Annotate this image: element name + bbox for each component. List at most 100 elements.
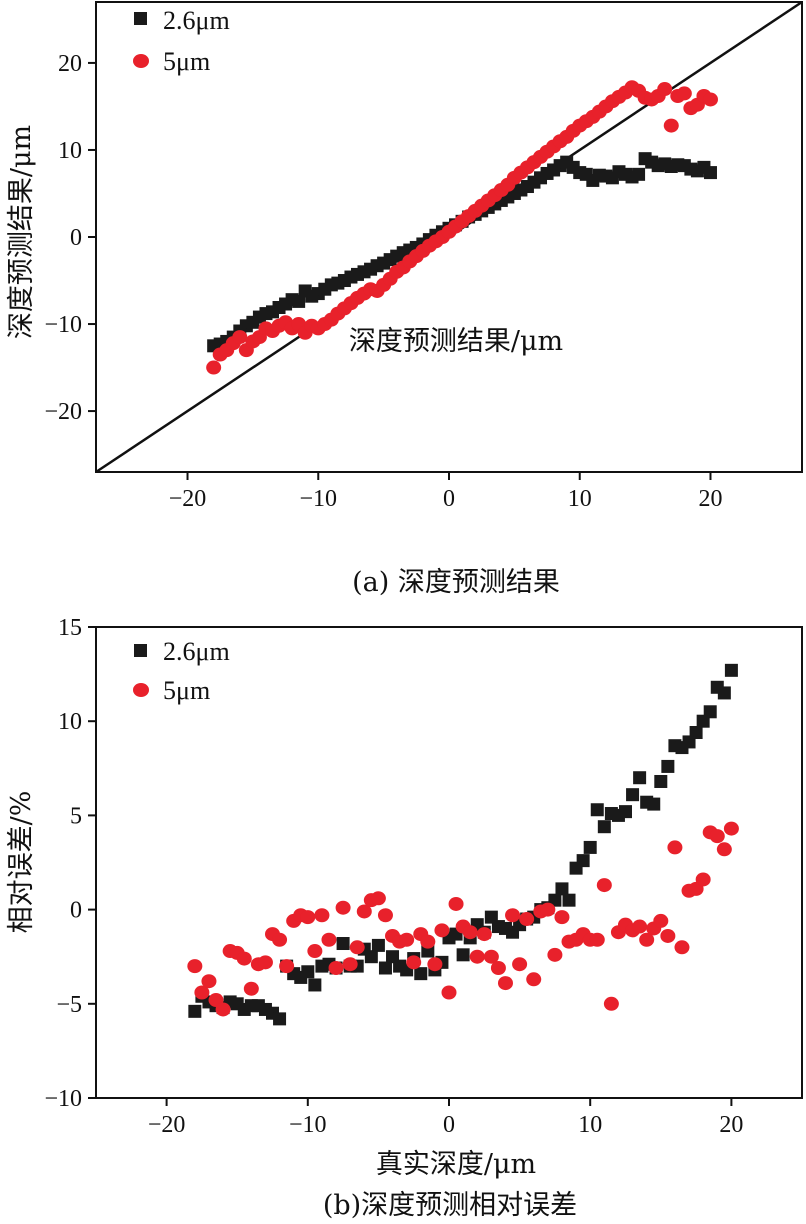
- chart-b: −20 −10 0 10 20 −10 −5 0 5 10 15 2.6μm 5μm 真实深度/μm…: [6, 615, 803, 1221]
- chart-b-point-2.6um: [703, 705, 717, 719]
- chart-a-legend-label-2: 5μm: [163, 47, 210, 76]
- chart-b-point-5um: [660, 928, 676, 943]
- chart-b-point-5um: [441, 985, 457, 1000]
- chart-a-point-2.6um: [292, 294, 306, 308]
- chart-b-point-5um: [356, 904, 372, 919]
- chart-a-legend-marker-square: [134, 12, 147, 25]
- chart-b-xtick-label: −10: [289, 1112, 327, 1138]
- chart-b-point-5um: [526, 972, 542, 987]
- chart-a-ytick-label: 10: [58, 138, 82, 164]
- chart-a-xtick-label: −20: [169, 486, 207, 512]
- chart-b-point-2.6um: [364, 950, 378, 964]
- chart-b-point-2.6um: [301, 965, 315, 979]
- chart-b-point-5um: [314, 908, 330, 923]
- chart-b-point-5um: [519, 912, 535, 927]
- chart-b-point-2.6um: [188, 1004, 202, 1018]
- chart-b-legend-label-2: 5μm: [163, 676, 210, 705]
- chart-a-caption: (a) 深度预测结果: [352, 567, 560, 598]
- chart-b-series-2.6um: [188, 663, 738, 1026]
- chart-b-xtick-label: 10: [578, 1112, 602, 1138]
- chart-b-point-5um: [321, 932, 337, 947]
- chart-a-ticks: −20 −10 0 10 20 −20 −10 0 10 20: [44, 51, 722, 512]
- chart-a-legend-marker-circle: [133, 54, 149, 68]
- chart-a-point-5um: [702, 92, 718, 107]
- chart-b-point-5um: [328, 961, 344, 976]
- chart-a-ytick-label: 20: [58, 51, 82, 77]
- chart-b-point-5um: [399, 932, 415, 947]
- chart-b-ylabel: 相对误差/%: [6, 791, 37, 934]
- chart-b-point-5um: [279, 959, 295, 974]
- chart-b-point-2.6um: [590, 803, 604, 817]
- chart-b-legend-marker-square: [134, 644, 147, 657]
- chart-b-ytick-label: 10: [58, 709, 82, 735]
- chart-b-point-2.6um: [273, 1012, 287, 1026]
- chart-b-point-2.6um: [626, 788, 640, 802]
- chart-b-legend: 2.6μm 5μm: [133, 637, 230, 705]
- chart-b-point-2.6um: [597, 820, 611, 834]
- chart-b-legend-marker-circle: [133, 683, 149, 697]
- chart-b-point-5um: [512, 957, 528, 972]
- chart-b-point-5um: [547, 947, 563, 962]
- chart-b-xtick-label: 0: [443, 1112, 455, 1138]
- chart-a-point-5um: [657, 82, 673, 97]
- chart-b-point-2.6um: [576, 854, 590, 868]
- chart-a-ytick-label: −20: [44, 399, 82, 425]
- chart-a-ytick-label: −10: [44, 312, 82, 338]
- chart-b-point-2.6um: [647, 797, 661, 811]
- chart-b-point-2.6um: [562, 893, 576, 907]
- chart-a-xtick-label: −10: [299, 486, 337, 512]
- chart-b-xtick-label: 20: [719, 1112, 743, 1138]
- chart-b-point-2.6um: [548, 893, 562, 907]
- chart-a-point-5um: [663, 118, 679, 133]
- chart-a-point-5um: [232, 330, 248, 345]
- chart-b-point-5um: [497, 976, 513, 991]
- chart-b-point-5um: [187, 959, 203, 974]
- chart-b-point-5um: [469, 949, 485, 964]
- chart-b-point-5um: [420, 934, 436, 949]
- chart-b-point-2.6um: [555, 882, 569, 896]
- chart-b-point-2.6um: [583, 840, 597, 854]
- chart-a-point-2.6um: [632, 167, 646, 181]
- chart-b-point-2.6um: [378, 961, 392, 975]
- chart-b-point-5um: [709, 829, 725, 844]
- chart-b-ytick-label: −5: [56, 992, 82, 1018]
- chart-b-point-2.6um: [308, 978, 322, 992]
- chart-a: −20 −10 0 10 20 −20 −10 0 10 20 2.6μm 5μm 深度预测结果/…: [6, 0, 803, 598]
- chart-a-xtick-label: 0: [443, 486, 455, 512]
- chart-a-legend: 2.6μm 5μm: [133, 6, 230, 76]
- chart-b-point-5um: [236, 951, 252, 966]
- chart-a-ytick-label: 0: [70, 225, 82, 251]
- chart-b-point-5um: [300, 910, 316, 925]
- chart-a-xtick-label: 20: [698, 486, 722, 512]
- chart-b-point-2.6um: [336, 937, 350, 951]
- chart-b-point-5um: [639, 932, 655, 947]
- chart-b-point-5um: [427, 957, 443, 972]
- chart-a-point-2.6um: [703, 166, 717, 180]
- chart-b-point-5um: [257, 955, 273, 970]
- chart-b-point-2.6um: [661, 759, 675, 773]
- chart-b-point-5um: [377, 908, 393, 923]
- chart-b-point-5um: [201, 974, 217, 989]
- chart-b-point-2.6um: [717, 686, 731, 700]
- chart-b-ytick-label: 15: [58, 615, 82, 641]
- chart-b-ytick-label: 5: [70, 803, 82, 829]
- chart-b-point-2.6um: [371, 938, 385, 952]
- chart-b-point-5um: [723, 821, 739, 836]
- chart-b-point-5um: [490, 961, 506, 976]
- chart-b-point-5um: [434, 923, 450, 938]
- chart-b-point-5um: [483, 949, 499, 964]
- chart-b-point-5um: [194, 985, 210, 1000]
- chart-b-point-2.6um: [654, 774, 668, 788]
- chart-b-xlabel: 真实深度/μm: [376, 1149, 536, 1180]
- chart-b-point-5um: [370, 891, 386, 906]
- chart-b-point-5um: [349, 940, 365, 955]
- chart-b-legend-label-1: 2.6μm: [163, 637, 230, 666]
- chart-b-point-5um: [448, 896, 464, 911]
- chart-b-point-2.6um: [689, 726, 703, 740]
- chart-b-series-5um: [187, 821, 739, 1017]
- chart-b-ytick-label: 0: [70, 898, 82, 924]
- chart-b-point-5um: [342, 957, 358, 972]
- chart-b-point-5um: [215, 1002, 231, 1017]
- chart-b-point-5um: [505, 908, 521, 923]
